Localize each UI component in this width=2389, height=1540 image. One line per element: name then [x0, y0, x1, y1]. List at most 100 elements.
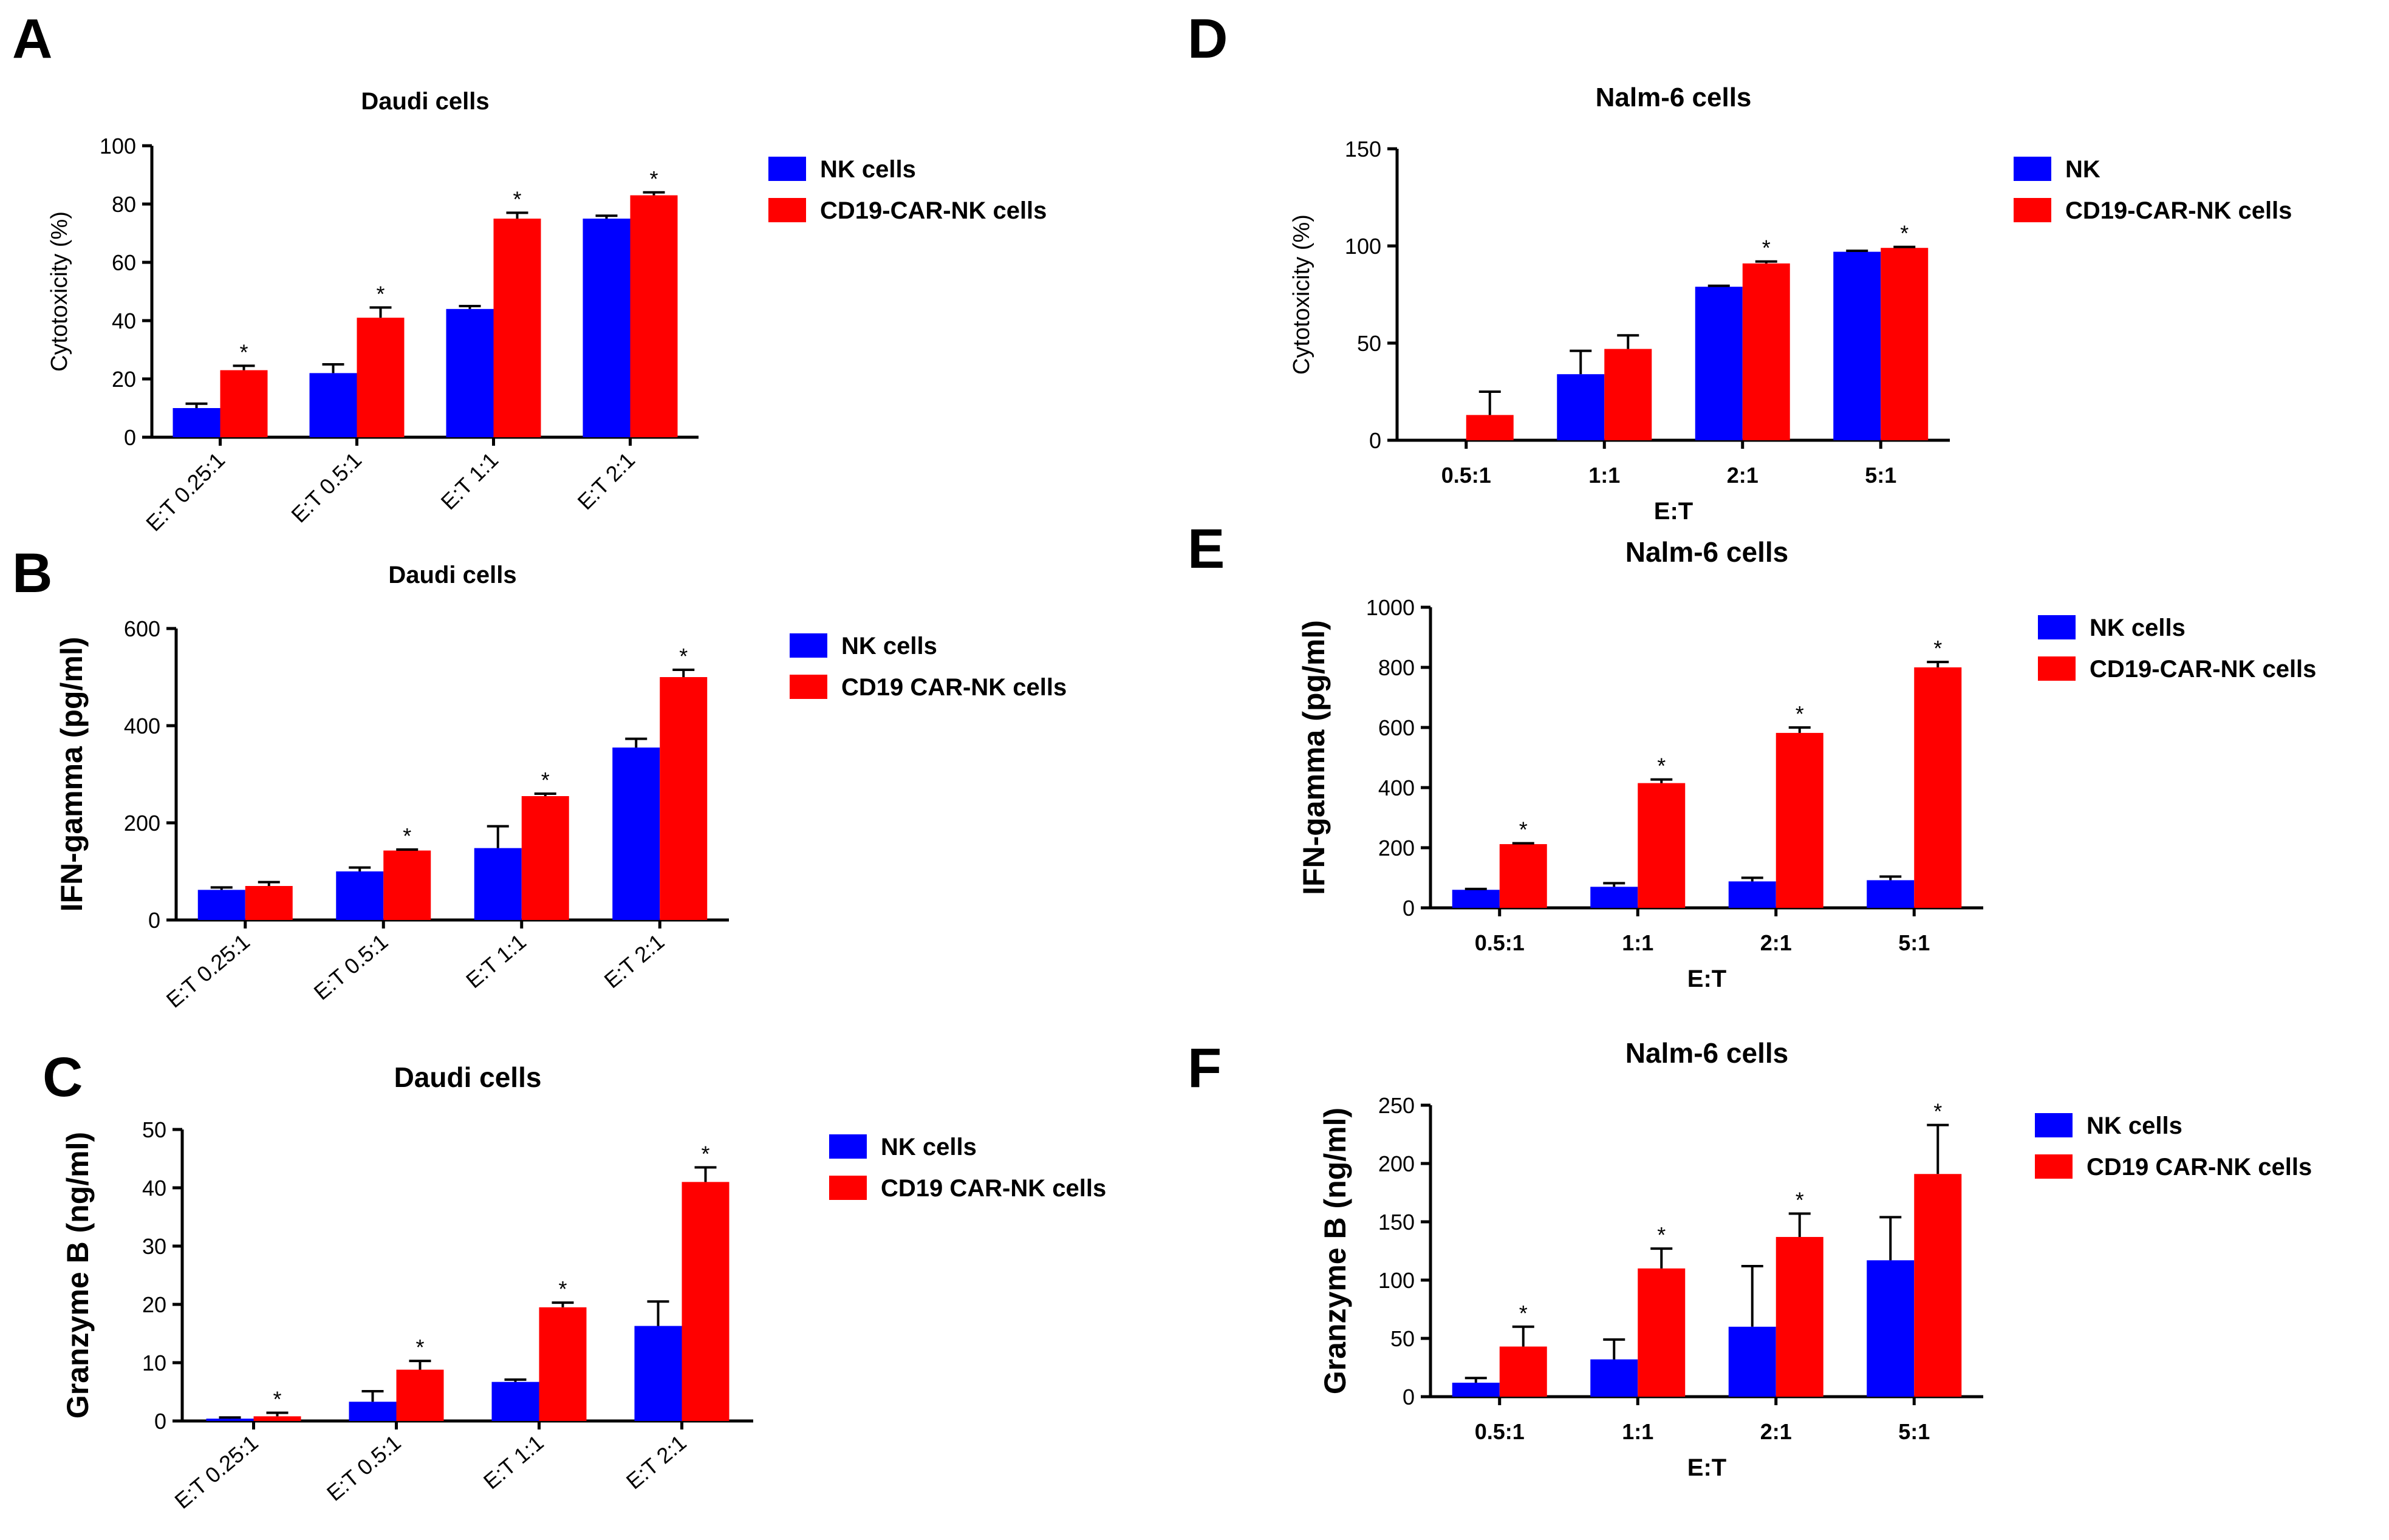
chart-title-d: Nalm-6 cells	[1596, 83, 1752, 112]
legend-label-d-0: NK	[2065, 156, 2100, 183]
bar-d-s0-2	[1695, 287, 1743, 440]
bar-e-s1-0	[1499, 844, 1547, 908]
significance-star-c-1: *	[415, 1335, 424, 1360]
legend-swatch-a-0	[768, 157, 806, 181]
significance-star-a-2: *	[513, 186, 521, 211]
x-tick-label-e: 2:1	[1760, 930, 1792, 955]
bar-a-s0-2	[446, 308, 494, 437]
bar-b-s0-0	[197, 890, 245, 920]
bar-e-s0-1	[1590, 887, 1638, 908]
bar-c-s1-1	[396, 1369, 444, 1421]
bar-c-s1-0	[253, 1416, 301, 1421]
x-tick-label-d: 0.5:1	[1441, 463, 1491, 488]
legend-swatch-d-0	[2014, 157, 2051, 181]
significance-star-d-3: *	[1900, 221, 1909, 246]
significance-star-b-3: *	[679, 644, 688, 669]
y-tick-label-c: 50	[142, 1117, 166, 1142]
legend-swatch-b-1	[790, 675, 827, 699]
bar-e-s1-3	[1914, 667, 1962, 908]
panel-letter-c: C	[43, 1046, 83, 1108]
significance-star-e-2: *	[1796, 701, 1804, 726]
x-axis-label-e: E:T	[1687, 966, 1726, 992]
x-tick-label-f: 1:1	[1622, 1419, 1653, 1444]
y-tick-label-b: 0	[148, 908, 160, 933]
legend-label-c-1: CD19 CAR-NK cells	[881, 1175, 1106, 1202]
y-tick-label-c: 10	[142, 1351, 166, 1375]
bar-f-s1-3	[1914, 1174, 1962, 1397]
bar-c-s1-3	[682, 1182, 730, 1421]
bar-f-s0-2	[1728, 1326, 1776, 1397]
bar-c-s0-2	[491, 1382, 539, 1421]
x-tick-label-d: 5:1	[1865, 463, 1896, 488]
significance-star-e-1: *	[1657, 754, 1666, 779]
bar-a-s0-1	[309, 373, 357, 437]
x-tick-label-c: E:T 0.5:1	[322, 1430, 406, 1506]
y-tick-label-a: 100	[100, 134, 136, 158]
y-tick-label-a: 40	[112, 308, 136, 333]
significance-star-d-2: *	[1762, 236, 1771, 261]
y-tick-label-a: 0	[124, 425, 136, 450]
y-tick-label-f: 200	[1378, 1151, 1415, 1176]
x-tick-label-e: 5:1	[1898, 930, 1930, 955]
significance-star-f-3: *	[1933, 1099, 1942, 1124]
y-axis-label-b: IFN-gamma (pg/ml)	[55, 637, 89, 912]
y-tick-label-d: 0	[1369, 428, 1381, 453]
bar-d-s0-1	[1557, 374, 1605, 440]
significance-star-f-1: *	[1657, 1222, 1666, 1247]
x-tick-label-a: E:T 2:1	[573, 448, 640, 515]
y-tick-label-e: 200	[1378, 836, 1415, 860]
significance-star-a-0: *	[239, 339, 248, 364]
y-tick-label-d: 150	[1345, 137, 1381, 162]
y-tick-label-b: 200	[124, 811, 160, 836]
significance-star-c-2: *	[558, 1276, 567, 1301]
panel-letter-e: E	[1188, 518, 1225, 580]
bar-a-s0-0	[173, 408, 220, 437]
bar-b-s0-3	[612, 748, 660, 920]
legend-swatch-c-1	[829, 1176, 867, 1200]
y-tick-label-e: 0	[1403, 896, 1415, 921]
bar-c-s1-2	[539, 1307, 587, 1421]
chart-title-f: Nalm-6 cells	[1625, 1037, 1788, 1069]
y-tick-label-f: 250	[1378, 1093, 1415, 1118]
bar-b-s0-2	[474, 848, 522, 920]
legend-label-c-0: NK cells	[881, 1134, 977, 1160]
chart-title-e: Nalm-6 cells	[1625, 536, 1788, 568]
chart-title-b: Daudi cells	[388, 562, 516, 588]
panel-letter-f: F	[1188, 1037, 1222, 1099]
bar-a-s1-3	[630, 195, 678, 437]
y-tick-label-a: 80	[112, 192, 136, 217]
bar-f-s0-3	[1867, 1260, 1915, 1397]
y-tick-label-c: 20	[142, 1292, 166, 1317]
y-axis-label-f: Granzyme B (ng/ml)	[1318, 1108, 1352, 1394]
chart-title-a: Daudi cells	[361, 88, 489, 115]
panel-d: D Nalm-6 cells 0 50 100 150 Cytotoxicity (%) 0.…	[1188, 8, 2292, 525]
panel-b: B Daudi cells 0 200 400 600 IFN-gamma (pg/ml) E…	[12, 542, 1067, 1012]
y-tick-label-f: 50	[1390, 1326, 1415, 1351]
panel-e: E Nalm-6 cells 0 200 400 600 800 1000 IFN-gamma …	[1188, 518, 2316, 992]
panel-a: A Daudi cells 0 20 40 60 80 100 Cytotoxicity (%)…	[12, 8, 1047, 536]
bar-a-s1-0	[220, 370, 268, 437]
y-tick-label-e: 1000	[1366, 595, 1415, 620]
panel-letter-a: A	[12, 8, 52, 70]
legend-label-b-1: CD19 CAR-NK cells	[841, 674, 1067, 701]
bar-a-s1-2	[493, 219, 541, 437]
y-tick-label-b: 400	[124, 714, 160, 738]
x-tick-label-b: E:T 1:1	[461, 929, 531, 993]
y-axis-label-e: IFN-gamma (pg/ml)	[1297, 620, 1331, 895]
bar-f-s1-1	[1638, 1268, 1686, 1397]
y-tick-label-e: 600	[1378, 715, 1415, 740]
significance-star-e-0: *	[1519, 817, 1528, 842]
x-tick-label-b: E:T 2:1	[600, 929, 669, 993]
x-tick-label-f: 2:1	[1760, 1419, 1792, 1444]
bar-f-s1-2	[1776, 1236, 1823, 1397]
legend-swatch-e-1	[2038, 656, 2076, 681]
x-tick-label-f: 0.5:1	[1475, 1419, 1525, 1444]
x-tick-label-c: E:T 2:1	[621, 1430, 691, 1494]
x-tick-label-b: E:T 0.25:1	[162, 929, 255, 1013]
x-tick-label-a: E:T 0.5:1	[286, 448, 366, 528]
legend-swatch-e-0	[2038, 615, 2076, 639]
bar-a-s1-1	[357, 318, 405, 437]
bar-e-s0-0	[1452, 890, 1500, 908]
bar-c-s0-0	[206, 1419, 254, 1421]
x-tick-label-c: E:T 1:1	[479, 1430, 549, 1494]
